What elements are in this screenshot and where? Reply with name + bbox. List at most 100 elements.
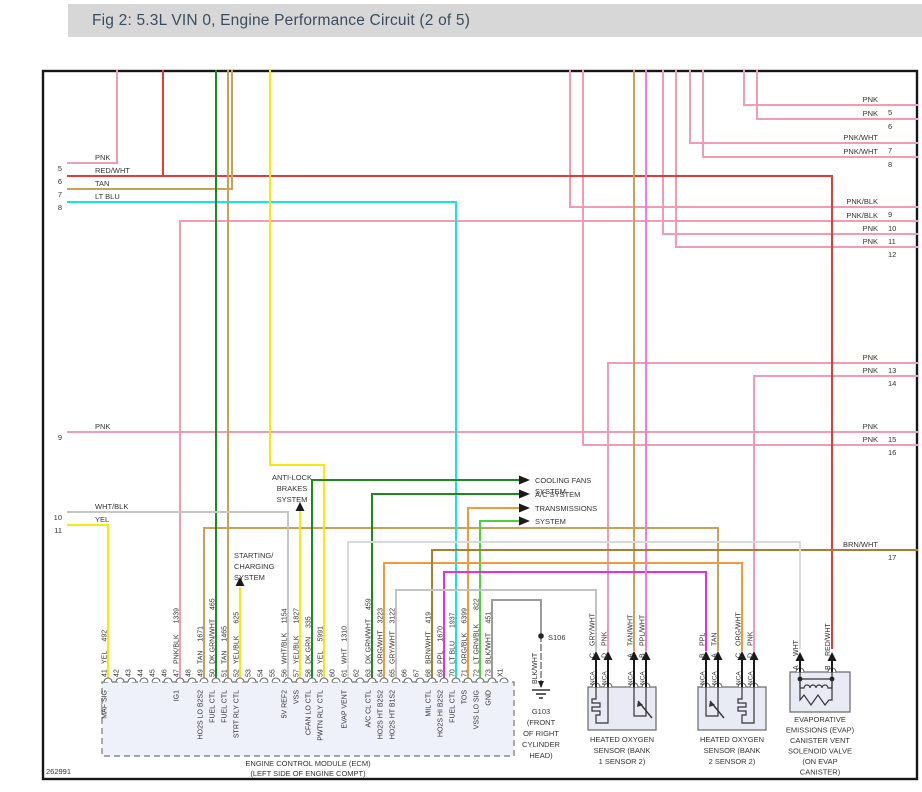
- ecm-pin-arc: [163, 677, 173, 683]
- right-exit-wire-label: PNK: [863, 422, 878, 431]
- left-exit-number: 11: [54, 526, 62, 535]
- right-exit-number: 13: [888, 366, 896, 375]
- ecm-pin-number: 49: [198, 669, 205, 677]
- wire-pnk-right5: [743, 70, 918, 106]
- wires: [67, 70, 918, 687]
- sensor-pin-arrow-up-icon: [749, 651, 759, 660]
- sensor-pin-letter: A: [628, 653, 635, 658]
- component-internals: [591, 672, 835, 724]
- wire-pnk-b2s2-d: [753, 375, 918, 651]
- ecm-pin-arc: [175, 677, 185, 683]
- ecm-pin-circuit-number: 3122: [390, 608, 397, 624]
- ecm-pin-circuit-number: 451: [486, 612, 493, 624]
- evap-pin-arrow-up-icon: [795, 652, 805, 661]
- ecm-pin-arc: [319, 677, 329, 683]
- right-exit-number: 16: [888, 448, 896, 457]
- o2-sense-arrowhead: [637, 701, 643, 707]
- sensor-label: 2 SENSOR 2): [709, 757, 756, 766]
- wire-pnk-b1s2-d: [607, 362, 918, 651]
- ecm-pin-circuit-number: 1670: [438, 626, 445, 642]
- ecm-pin-circuit-number: 1937: [450, 612, 457, 628]
- right-exit-wire-label: PNK: [863, 95, 878, 104]
- ecm-pin-wire-color: YEL: [318, 651, 325, 664]
- heater-element-icon: [591, 687, 609, 724]
- ecm-pin-arc: [295, 677, 305, 683]
- evap-label: CANISTER): [800, 768, 841, 777]
- sensor-pin-wire-color: TAN: [712, 633, 719, 646]
- ground-wire-color: BLK/WHT: [532, 652, 539, 684]
- evap-label: (ON EVAP: [802, 757, 837, 766]
- ecm-pin-arc: [127, 677, 137, 683]
- ecm-pin-wire-color: PNK/BLK: [174, 634, 181, 664]
- ecm-pin-arc: [247, 677, 257, 683]
- sensor-pin-wire-color: PNK: [602, 631, 609, 646]
- right-exit-number: 8: [888, 160, 892, 169]
- ecm-pin-function: PWTN RLY CTL: [318, 690, 325, 741]
- left-exit-number: 8: [58, 203, 62, 212]
- ecm-pin-arc: [271, 677, 281, 683]
- ground-g103-label: G103: [532, 707, 550, 716]
- ecm-pin-arc: [187, 677, 197, 683]
- left-exit-number: 5: [58, 164, 62, 173]
- left-exit-wire-label: WHT/BLK: [95, 502, 128, 511]
- ecm-pin-number: 72: [474, 669, 481, 677]
- ecm-pin-number: 62: [354, 669, 361, 677]
- ecm-pin-function: HO2S LO B2S2: [198, 690, 205, 740]
- ecm-pin-number: 54: [258, 669, 265, 677]
- ecm-pin-function: VSS LO SIG: [474, 690, 481, 729]
- right-exit-number: 7: [888, 146, 892, 155]
- title-bar: Fig 2: 5.3L VIN 0, Engine Performance Ci…: [68, 4, 922, 37]
- ecm-pin-number: 64: [378, 669, 385, 677]
- ecm-pin-arc: [103, 677, 113, 683]
- sensor-pin-wire-color: TAN/WHT: [628, 614, 635, 646]
- ecm-pin-arc: [283, 677, 293, 683]
- left-exit-wire-label: TAN: [95, 179, 109, 188]
- ecm-pin-function: EVAP VENT: [342, 689, 349, 728]
- wire-grywht-b1s2-c: [395, 589, 597, 683]
- ground-g103-label: CYLINDER: [522, 740, 561, 749]
- transmissions-arrow-icon: [519, 503, 530, 513]
- ecm-pin-number: 61: [342, 669, 349, 677]
- wire-pnkblk-ign-pin47: [179, 220, 918, 683]
- cooling-fans-system-label: COOLING FANS: [535, 476, 591, 485]
- sensor-label: HEATED OXYGEN: [590, 735, 654, 744]
- ecm-pin-arc: [379, 677, 389, 683]
- anti-lock-brakes-label: BRAKES: [277, 484, 307, 493]
- right-exit-wire-label: PNK: [863, 366, 878, 375]
- sensor-pin-arrow-up-icon: [591, 651, 601, 660]
- left-exit-wire-label: LT BLU: [95, 192, 120, 201]
- evap-pin-wire-color: RED/WHT: [825, 623, 832, 656]
- ecm-pin-circuit-number: 492: [102, 630, 109, 642]
- ecm-pin-function: HO2S HT B1S2: [390, 690, 397, 739]
- ecm-pin-arc: [427, 677, 437, 683]
- ecm-pin-wire-color: TAN: [222, 651, 229, 664]
- ecm-pin-arc: [211, 677, 221, 683]
- ecm-pin-circuit-number: 419: [426, 612, 433, 624]
- ecm-pin-number: 70: [450, 669, 457, 677]
- ac-system-label: A/C SYSTEM: [535, 490, 580, 499]
- ecm-pin-wire-color: YEL: [102, 651, 109, 664]
- ecm-pin-number: 43: [126, 669, 133, 677]
- wire-redwht-evap-b: [67, 175, 833, 649]
- ecm-pin-arc: [463, 677, 473, 683]
- ecm-pin-number: 42: [114, 669, 121, 677]
- wire-orgblk-tos: [467, 507, 520, 683]
- ecm-label: (LEFT SIDE OF ENGINE COMPT): [250, 769, 366, 778]
- ecm-pin-arc: [199, 677, 209, 683]
- ecm-pin-circuit-number: 6399: [462, 608, 469, 624]
- ecm-pin-circuit-number: 625: [234, 612, 241, 624]
- ecm-pin-wire-color: LT GRN/BLK: [474, 623, 481, 664]
- ecm-pin-wire-color: TAN: [198, 651, 205, 664]
- ecm-pin-circuit-number: 1671: [198, 626, 205, 642]
- ecm-pin-number: 51: [222, 669, 229, 677]
- splice-s106-label: S106: [548, 633, 566, 642]
- ecm-pin-circuit-number: 335: [306, 616, 313, 628]
- ecm-pin-arc: [391, 677, 401, 683]
- sensor-pin-nca-label: NCA: [748, 671, 755, 685]
- sensor-pin-wire-color: ORG/WHT: [736, 611, 743, 646]
- ecm-pin-number: 52: [234, 669, 241, 677]
- left-exit-number: 9: [58, 433, 62, 442]
- evap-label: EMISSIONS (EVAP): [786, 726, 855, 735]
- evap-label: CANISTER VENT: [790, 736, 850, 745]
